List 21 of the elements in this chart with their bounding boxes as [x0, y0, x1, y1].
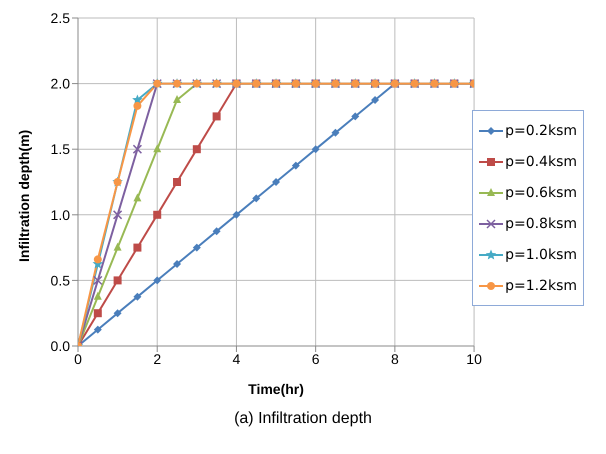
y-tick-label: 2.0 — [50, 76, 70, 92]
y-tick-label: 2.5 — [50, 10, 70, 26]
x-tick-label: 6 — [312, 350, 320, 367]
y-tick-label: 1.5 — [50, 141, 70, 158]
x-tick-label: 8 — [390, 350, 399, 367]
y-axis-title: Infiltration depth(m) — [16, 130, 32, 262]
y-tick-label: 0.5 — [50, 272, 70, 288]
x-tick-label: 2 — [153, 350, 162, 367]
legend-label: p=1.2ksm — [505, 278, 577, 294]
legend-label: p=1.0ksm — [505, 246, 577, 262]
legend-label: p=0.6ksm — [505, 184, 577, 200]
x-tick-label: 10 — [466, 350, 482, 367]
legend-label: p=0.8ksm — [505, 216, 577, 232]
y-tick-label: 1.0 — [50, 206, 70, 223]
legend-label: p=0.4ksm — [505, 154, 577, 170]
x-tick-label: 4 — [232, 350, 241, 367]
x-axis-title: Time(hr) — [248, 381, 304, 397]
legend-label: p=0.2ksm — [505, 122, 577, 138]
text: (a) Infiltration depth — [233, 410, 373, 428]
y-tick-label: 0.0 — [50, 338, 70, 354]
x-tick-label: 0 — [74, 350, 82, 367]
